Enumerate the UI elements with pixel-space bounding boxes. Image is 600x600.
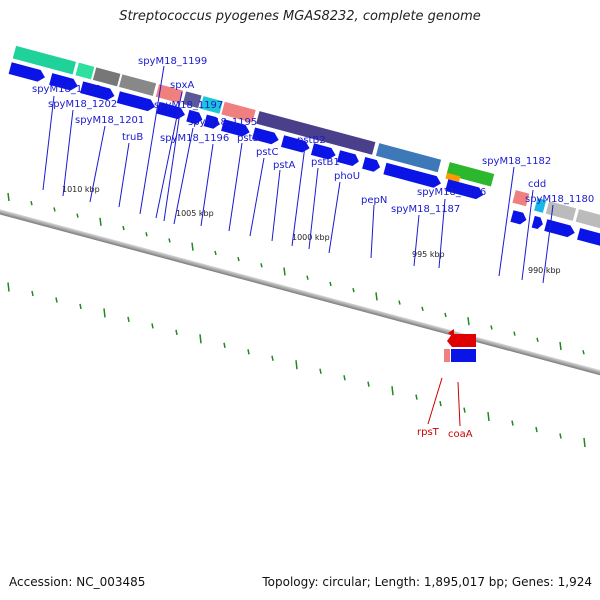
gc-tick <box>487 412 490 422</box>
gc-tick <box>191 242 194 251</box>
tick-label-1010: 1010 kbp <box>62 185 100 194</box>
gene-label: spyM18_1186 <box>417 187 486 198</box>
gc-tick <box>55 297 58 303</box>
gc-tick <box>223 342 226 348</box>
gc-tick <box>352 287 355 293</box>
genome-summary-text: Topology: circular; Length: 1,895,017 bp… <box>262 575 592 589</box>
tick-label-1000: 1000 kbp <box>292 233 330 242</box>
gc-tick <box>329 281 332 287</box>
forward-strand-genes <box>8 62 600 248</box>
gc-tick <box>444 312 447 318</box>
gc-tick <box>582 350 585 355</box>
gc-tick <box>53 207 56 212</box>
gc-tick <box>199 334 202 344</box>
gc-tick <box>271 355 274 361</box>
gc-tick <box>421 306 424 311</box>
gc-tick <box>536 337 539 343</box>
gc-tick <box>367 381 370 387</box>
accession-text: Accession: NC_003485 <box>9 575 146 589</box>
gc-tick <box>127 316 130 323</box>
genome-backbone <box>0 191 600 404</box>
gc-tick <box>260 263 263 268</box>
reverse-label-leader-lines <box>427 377 461 427</box>
gene-label: spyM18_1196 <box>160 133 229 144</box>
gc-tick <box>319 368 322 374</box>
gc-tick <box>175 329 178 336</box>
gc-tick <box>490 325 493 330</box>
gc-tick <box>343 375 346 381</box>
gc-tick <box>103 308 106 318</box>
gc-tick <box>559 341 562 351</box>
gc-tick <box>439 400 442 407</box>
reverse-strand-genes <box>444 329 476 362</box>
gene-label: spyM18_1182 <box>482 156 551 167</box>
gc-tick <box>398 300 401 305</box>
gc-tick <box>283 267 286 276</box>
gc-tick <box>247 349 250 355</box>
gene-label: pstB1 <box>311 157 340 168</box>
gc-tick <box>30 201 33 206</box>
gc-tick <box>79 303 82 310</box>
gene-label: spyM18_1203 <box>32 84 101 95</box>
cog-feature-ring <box>12 45 600 238</box>
gc-tick <box>151 323 154 329</box>
gene-labels-reverse: rpsT coaA <box>417 427 473 440</box>
gene-label: spyM18_1187 <box>391 204 460 215</box>
gene-label: phoU <box>334 171 360 182</box>
gene-label: spyM18_1199 <box>138 56 207 67</box>
gc-tick <box>375 292 378 301</box>
label-leader-lines <box>42 65 554 284</box>
gc-tick <box>122 225 125 231</box>
gene-label: spxA <box>170 80 194 91</box>
map-title: Streptococcus pyogenes MGAS8232, complet… <box>119 9 481 24</box>
gc-tick <box>583 437 586 448</box>
gc-tick <box>535 426 538 433</box>
gc-tick <box>31 290 34 297</box>
gc-tick <box>559 433 562 439</box>
gene-label: pstB2 <box>297 135 326 146</box>
gc-tick <box>511 420 514 426</box>
gene-label: spyM18_1201 <box>75 115 144 126</box>
gc-tick <box>513 331 516 336</box>
gene-labels-forward: spyM18_1203 spyM18_1202 spyM18_1201 spyM… <box>32 56 594 215</box>
gc-tick <box>237 256 240 262</box>
gc-tick <box>467 317 470 326</box>
gc-tick <box>99 217 102 226</box>
gene-label: rpsT <box>417 427 440 438</box>
gene-label: pstC <box>256 147 278 158</box>
gc-tick <box>145 232 148 237</box>
gc-tick <box>7 192 10 202</box>
gene-label: pepN <box>361 195 387 206</box>
gene-label: cdd <box>528 179 546 190</box>
gc-tick <box>76 213 79 218</box>
gene-label: spyM18_1197 <box>154 100 223 111</box>
gc-tick <box>463 407 466 413</box>
gc-tick <box>214 250 217 256</box>
gc-tick <box>306 275 309 280</box>
gene-label: coaA <box>448 429 473 440</box>
gc-tick <box>391 386 394 396</box>
gene-label: spyM18_1180 <box>525 194 594 205</box>
gene-label: pstS <box>237 133 259 144</box>
gene-label: spyM18_1202 <box>48 99 117 110</box>
tick-label-1005: 1005 kbp <box>176 209 214 218</box>
gene-label: truB <box>122 132 143 143</box>
gene-label: pstA <box>273 160 295 171</box>
gc-tick <box>168 238 171 243</box>
gc-skew-ticks <box>7 192 586 448</box>
tick-label-995: 995 kbp <box>412 250 445 259</box>
gc-tick <box>415 394 418 400</box>
gc-tick <box>7 282 10 292</box>
gene-label: spyM18_1195 <box>188 117 257 128</box>
gc-tick <box>295 360 298 370</box>
